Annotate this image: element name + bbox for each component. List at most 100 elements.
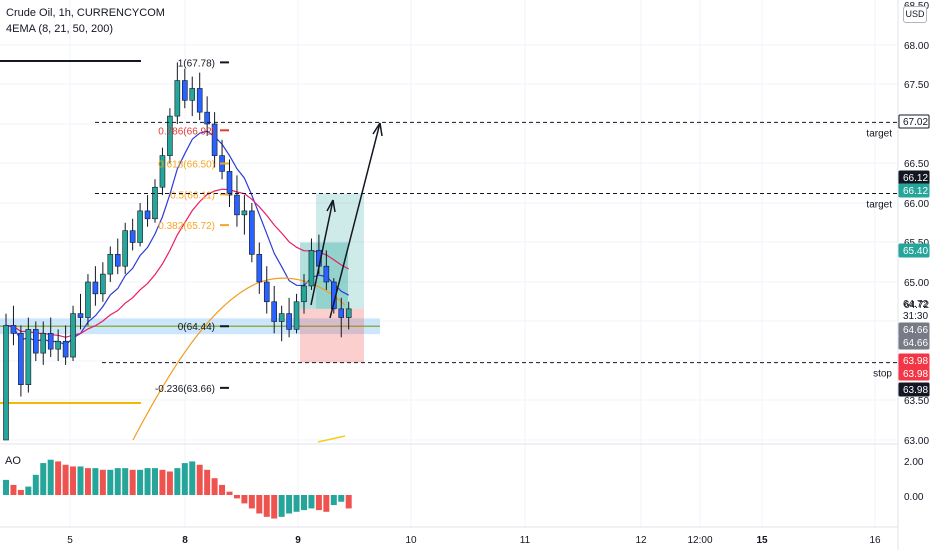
ao-bar <box>330 495 337 506</box>
candle-body <box>271 301 278 322</box>
price-badge-label: 67.02 <box>903 117 928 128</box>
ao-bar <box>181 463 188 495</box>
fib-level-label: -0.236(63.66) <box>155 384 215 395</box>
fib-level-label: 0.786(66.92) <box>158 126 215 137</box>
candle-body <box>152 186 158 220</box>
price-badge-label: 63.98 <box>903 385 928 396</box>
indicator-legend[interactable]: 4EMA (8, 21, 50, 200) <box>6 23 114 35</box>
price-badge: 66.12 <box>898 183 930 198</box>
ao-bar <box>196 464 203 495</box>
time-tick-label: 9 <box>295 535 301 546</box>
time-tick-label: 5 <box>67 535 73 546</box>
ao-bar <box>62 464 69 495</box>
candle-body <box>204 111 210 125</box>
candle-body <box>77 313 84 318</box>
ao-bar <box>166 471 173 495</box>
fib-level-label: 0.618(66.50) <box>158 160 215 171</box>
price-tick-label: 68.00 <box>904 41 929 52</box>
ao-bar <box>278 495 285 517</box>
candle-body <box>182 80 188 101</box>
price-badge-label: 31:30 <box>903 311 928 322</box>
candle-body <box>55 340 61 350</box>
price-badge: 64.72 <box>903 299 928 310</box>
candle-body <box>338 308 345 318</box>
price-badge-label: 65.40 <box>903 246 928 257</box>
ao-bar <box>248 495 255 509</box>
currency-badge[interactable]: USD <box>903 6 927 23</box>
fib-level-label: 0.5(66.11) <box>170 190 215 201</box>
ao-bar <box>32 474 39 495</box>
ao-bar <box>286 495 293 514</box>
level-label: target <box>866 200 892 211</box>
price-badge-label: 64.66 <box>903 325 928 336</box>
candle-body <box>293 301 300 330</box>
candle-body <box>3 325 9 441</box>
ao-bar <box>219 484 226 495</box>
price-tick-label: 66.50 <box>904 159 929 170</box>
ao-bar <box>233 495 240 499</box>
ao-bar <box>40 463 47 495</box>
price-badge-bg <box>898 335 930 350</box>
candle-body <box>286 313 292 330</box>
ao-bar <box>17 489 24 495</box>
ao-bar <box>226 491 233 495</box>
level-label: target <box>866 128 892 139</box>
projection-arrow <box>310 199 334 306</box>
candle-body <box>278 313 285 322</box>
ema-50-line <box>132 277 346 441</box>
price-tick-label: 65.00 <box>904 278 929 289</box>
symbol-title[interactable]: Crude Oil, 1h, CURRENCYCOM <box>6 7 165 19</box>
ao-bar <box>129 469 136 495</box>
candle-body <box>263 281 270 303</box>
candle-body <box>256 254 263 283</box>
ao-bar <box>107 469 114 495</box>
ao-bar <box>77 466 84 495</box>
candle-body <box>18 333 24 386</box>
price-badge: 66.12 <box>898 170 930 185</box>
price-badge: 63.98 <box>898 366 930 381</box>
ao-bar <box>323 495 330 512</box>
ao-bar <box>315 495 322 511</box>
price-badge-bg <box>898 366 930 381</box>
price-badge-bg <box>898 114 930 129</box>
price-badge: 64.66 <box>898 322 930 337</box>
candle-body <box>249 210 255 255</box>
arrow-head <box>326 199 336 213</box>
ao-bar <box>114 468 121 495</box>
ao-bar <box>99 469 106 495</box>
ao-tick-label: 0.00 <box>904 492 924 503</box>
price-badge-bg <box>898 382 930 397</box>
fib-level-label: 1(67.78) <box>178 58 215 69</box>
candle-body <box>10 325 17 334</box>
ao-bar <box>159 469 166 495</box>
price-badge: 31:30 <box>903 311 928 322</box>
price-tick-label: 66.00 <box>904 199 929 210</box>
ao-bar <box>256 495 263 514</box>
ema-21-line <box>5 188 349 338</box>
candle-body <box>144 210 151 220</box>
stop-zone <box>300 308 364 363</box>
candle-body <box>196 88 203 113</box>
price-badge-bg <box>898 183 930 198</box>
candle-body <box>107 254 114 275</box>
ao-bar <box>293 495 300 512</box>
candle-body <box>62 340 69 358</box>
time-tick-label: 11 <box>520 535 531 546</box>
ao-bar <box>211 478 218 495</box>
ao-bar <box>152 468 158 495</box>
candle-body <box>323 265 330 283</box>
candle-body <box>345 308 352 318</box>
candle-body <box>25 329 32 385</box>
candle-body <box>167 115 173 156</box>
candle-body <box>122 230 128 267</box>
price-badge-label: 64.72 <box>903 299 928 310</box>
ao-tick-label: 2.00 <box>904 457 924 468</box>
price-badge: 67.02 <box>898 114 930 129</box>
price-tick-label: 64.72 <box>904 300 929 311</box>
ao-bar <box>144 468 151 495</box>
ao-bar <box>92 468 99 495</box>
price-tick-label: 63.50 <box>904 396 929 407</box>
ao-label: AO <box>5 455 21 467</box>
projection-arrow <box>329 122 381 319</box>
